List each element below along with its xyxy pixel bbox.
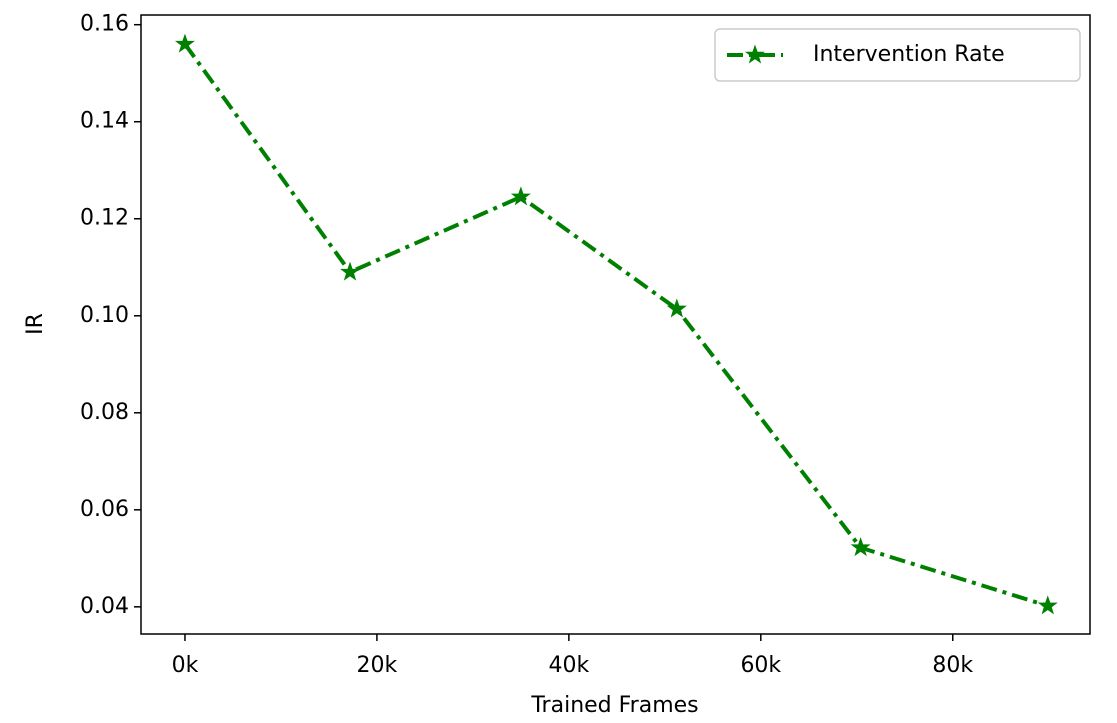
- y-axis-label: IR: [23, 313, 48, 335]
- legend-box: [714, 28, 1081, 82]
- y-tick-label: 0.04: [80, 594, 129, 619]
- x-tick-label: 0k: [172, 653, 199, 678]
- y-tick-label: 0.12: [80, 206, 129, 231]
- y-tick-label: 0.10: [80, 303, 129, 328]
- legend-label: Intervention Rate: [813, 42, 1005, 67]
- legend-marker: [744, 44, 766, 64]
- data-point: [666, 298, 687, 318]
- x-tick-label: 20k: [357, 653, 398, 678]
- data-line: [183, 42, 1049, 608]
- x-tick-label: 40k: [548, 653, 589, 678]
- plot-frame: [140, 14, 1091, 635]
- x-tick-label: 60k: [740, 653, 781, 678]
- data-point: [174, 33, 195, 53]
- y-tick-label: 0.06: [80, 497, 129, 522]
- x-tick-label: 80k: [932, 653, 973, 678]
- data-point: [510, 186, 531, 206]
- data-point: [340, 261, 361, 281]
- data-point: [850, 537, 871, 557]
- x-axis-label: Trained Frames: [530, 693, 698, 718]
- y-tick-label: 0.14: [80, 109, 129, 134]
- data-point: [1037, 595, 1058, 615]
- y-tick-label: 0.16: [80, 12, 129, 37]
- y-tick-label: 0.08: [80, 400, 129, 425]
